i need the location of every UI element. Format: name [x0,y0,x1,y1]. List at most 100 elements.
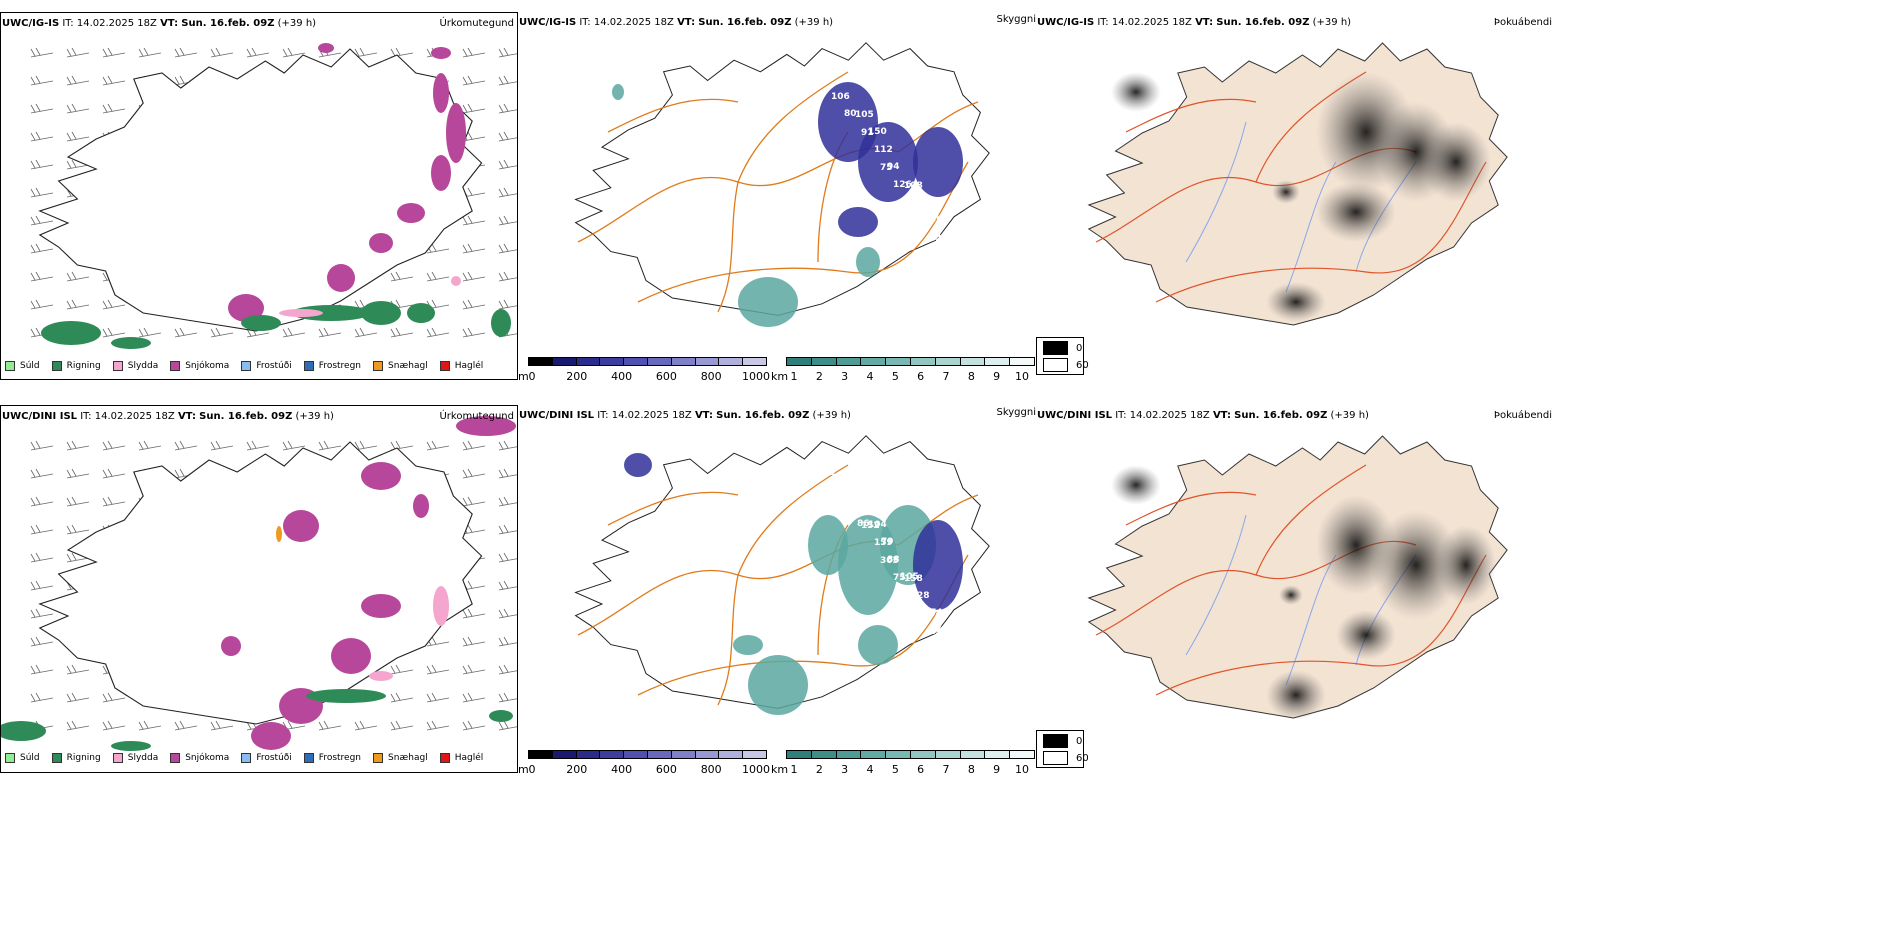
visibility-value-label: 128 [831,485,850,495]
colorbar-swatch [810,357,837,366]
visibility-value-label: 112 [942,251,961,261]
colorbar-swatch [984,357,1011,366]
legend-item: Frostúði [241,361,292,371]
colorbar-tick: 9 [993,370,1001,383]
legend-item: Snæhagl [373,361,428,371]
visibility-value-label: 77 [923,216,936,226]
legend-item: Rigning [51,753,101,763]
colorbar-swatch [551,357,577,366]
colorbar-swatch [959,357,986,366]
colorbar-swatch [647,750,672,759]
panel-header: UWC/IG-IS IT: 14.02.2025 18Z VT: Sun. 16… [1037,17,1352,28]
colorbar-tick: 0 [528,763,536,776]
legend-label: Slydda [127,361,159,371]
visibility-value-label: 108 [904,181,923,191]
colorbar-tick: 3 [841,763,849,776]
legend-label: Haglél [454,361,484,371]
colorbar-tick: 2 [815,763,823,776]
colorbar-swatch [647,357,672,366]
legend-item: Snjókoma [170,753,229,763]
legend-label: Slydda [127,753,159,763]
visibility-value-label: 89 [906,590,919,600]
visibility-value-label: 150 [855,503,874,513]
visibility-value-label: 240 [979,286,998,296]
legend-item: Frostregn [303,361,361,371]
legend-swatch [373,361,384,371]
low-visibility-area [838,207,878,237]
legend-item: Snjókoma [170,361,229,371]
colorbar-tick: 600 [655,370,677,383]
legend-swatch [241,361,252,371]
rain-area [41,321,101,345]
colorbar-swatch [623,750,648,759]
colorbar-tick: 4 [866,370,874,383]
legend-swatch [439,753,450,763]
colorbar-swatch [551,750,577,759]
colorbar-tick: 7 [942,763,950,776]
legend-swatch [51,361,62,371]
colorbar-unit-m: m [518,763,529,776]
legend-swatch [241,753,252,763]
colorbar-swatch [1009,750,1035,759]
visibility-value-label: 76 [832,696,845,706]
colorbar-tick: 200 [566,370,588,383]
panel-title: Skyggni [996,14,1036,25]
colorbar-tick: 1 [790,370,798,383]
legend-item: Haglél [439,361,484,371]
colorbar-tick: 8 [967,370,975,383]
legend-swatch [303,753,314,763]
legend-item: Snæhagl [373,753,428,763]
colorbar-swatch [885,750,911,759]
fog-area [1111,72,1161,112]
legend-swatch [5,361,15,371]
fog-key: 0 60 [1036,730,1089,768]
snow-area [228,294,264,322]
legend-label: Snjókoma [185,361,230,371]
rain-area [489,710,513,722]
colorbar-swatch [575,750,601,759]
colorbar-tick: 8 [967,763,975,776]
legend-item: Rigning [51,361,101,371]
legend-label: Rigning [66,361,101,371]
rain-area [491,309,511,337]
colorbar-swatch [786,750,812,759]
rain-area [291,305,371,321]
low-visibility-area [733,635,763,655]
fog-area [1266,670,1326,720]
fog-index-map-ig [1087,42,1508,326]
sleet-area [279,309,323,317]
precip-type-panel-ig: UWC/IG-IS IT: 14.02.2025 18Z VT: Sun. 16… [0,12,518,380]
colorbar-tick: 400 [611,763,633,776]
legend-item: Frostúði [241,753,292,763]
visibility-map-dini: 182 152 158 134 164 150 305 158 150 128 159 28 112 10… [574,435,992,715]
visibility-value-label: 91 [861,128,874,138]
snow-area [446,103,466,163]
visibility-value-label: 182 [818,468,837,478]
colorbar-swatch [885,357,911,366]
colorbar-swatch [694,357,720,366]
snow-area [361,462,401,490]
snow-area [331,638,371,674]
panel-header: UWC/IG-IS IT: 14.02.2025 18Z VT: Sun. 16… [2,18,317,29]
rain-area [241,315,281,331]
visibility-value-label: 152 [861,521,880,531]
rain-area [306,689,386,703]
colorbar-tick: 10 [1015,763,1029,776]
fog-area [1421,122,1491,202]
colorbar-swatch [786,357,812,366]
fog-area [1436,525,1496,605]
colorbar-tick: 1 [790,763,798,776]
colorbar-swatch [694,750,720,759]
colorbar-swatch [575,357,601,366]
visibility-value-label: 113 [917,198,936,208]
colorbar-unit-m: m [518,370,529,383]
colorbar-tick: 7 [942,370,950,383]
low-visibility-area [856,247,880,277]
legend-item: Haglél [439,753,483,763]
visibility-panel-ig: 90 91 108 82 87 105 75 77 111 106 112 113 112 114 150 1… [518,12,1036,383]
visibility-value-label: 82 [929,234,942,244]
visibility-value-label: 94 [979,679,992,689]
snow-area [361,594,401,618]
visibility-value-label: 164 [972,680,991,690]
visibility-value-label: 74 [930,608,943,618]
